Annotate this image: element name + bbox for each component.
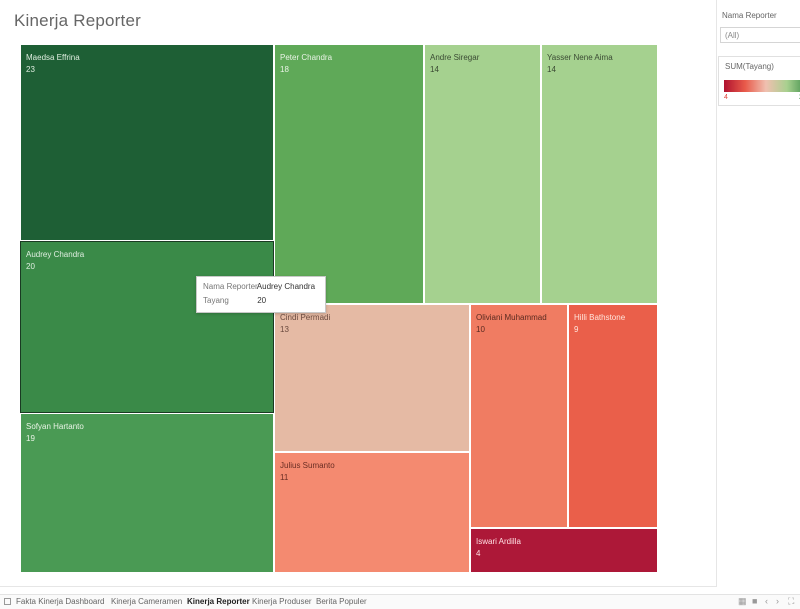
tile-value: 23 xyxy=(26,65,35,74)
tab-fakta-kinerja-dashboard[interactable]: Fakta Kinerja Dashboard xyxy=(16,597,105,606)
fullscreen-icon[interactable]: ⛶ xyxy=(788,596,795,606)
tile-name: Peter Chandra xyxy=(280,53,333,62)
tile-value: 9 xyxy=(574,325,579,334)
tab-kinerja-produser[interactable]: Kinerja Produser xyxy=(252,597,312,606)
tile-iswari-ardilla[interactable]: Iswari Ardilla 4 xyxy=(470,528,658,573)
legend-gradient-bar xyxy=(724,80,800,92)
tile-name: Maedsa Effrina xyxy=(26,53,80,62)
sheet-tab-bar: Fakta Kinerja Dashboard Kinerja Camerame… xyxy=(0,594,800,609)
filter-title: Nama Reporter xyxy=(722,11,777,20)
next-icon[interactable]: › xyxy=(776,596,779,606)
tile-value: 14 xyxy=(547,65,556,74)
tab-kinerja-cameramen[interactable]: Kinerja Cameramen xyxy=(111,597,183,606)
tile-maedsa-effrina[interactable]: Maedsa Effrina 23 xyxy=(20,44,274,241)
tooltip-value-reporter: Audrey Chandra xyxy=(256,282,316,291)
tile-audrey-chandra[interactable]: Audrey Chandra 20 xyxy=(20,241,274,413)
tile-yasser-nene-aima[interactable]: Yasser Nene Aima 14 xyxy=(541,44,658,304)
tile-hilli-bathstone[interactable]: Hilli Bathstone 9 xyxy=(568,304,658,528)
tile-value: 4 xyxy=(476,549,481,558)
tile-name: Hilli Bathstone xyxy=(574,313,626,322)
sheet-list-icon[interactable] xyxy=(4,598,11,605)
tab-berita-populer[interactable]: Berita Populer xyxy=(316,597,367,606)
tile-sofyan-hartanto[interactable]: Sofyan Hartanto 19 xyxy=(20,413,274,573)
tooltip-value-tayang: 20 xyxy=(257,296,267,305)
tile-name: Julius Sumanto xyxy=(280,461,335,470)
treemap: Maedsa Effrina 23 Audrey Chandra 20 Sofy… xyxy=(20,44,658,573)
tooltip: Nama Reporter Audrey Chandra Tayang 20 xyxy=(196,276,326,313)
tile-value: 14 xyxy=(430,65,439,74)
filter-value: (All) xyxy=(725,31,740,40)
prev-icon[interactable]: ‹ xyxy=(765,596,768,606)
tile-name: Oliviani Muhammad xyxy=(476,313,547,322)
tile-name: Andre Siregar xyxy=(430,53,480,62)
tile-value: 18 xyxy=(280,65,289,74)
tile-name: Audrey Chandra xyxy=(26,250,85,259)
tile-cindi-permadi[interactable]: Cindi Permadi 13 xyxy=(274,304,470,452)
tile-julius-sumanto[interactable]: Julius Sumanto 11 xyxy=(274,452,470,573)
tile-name: Yasser Nene Aima xyxy=(547,53,613,62)
filmstrip-icon[interactable]: ■ xyxy=(752,596,758,606)
tile-andre-siregar[interactable]: Andre Siregar 14 xyxy=(424,44,541,304)
color-legend: SUM(Tayang) 4 2 xyxy=(718,56,800,106)
legend-title: SUM(Tayang) xyxy=(725,62,774,71)
grid-view-icon[interactable]: ▦ xyxy=(738,596,747,606)
tab-kinerja-reporter[interactable]: Kinerja Reporter xyxy=(187,597,250,606)
legend-min-label: 4 xyxy=(724,94,728,101)
reporter-filter-dropdown[interactable]: (All) xyxy=(720,27,800,43)
tile-name: Cindi Permadi xyxy=(280,313,331,322)
tile-value: 20 xyxy=(26,262,35,271)
tooltip-key-tayang: Tayang xyxy=(203,296,229,305)
tile-value: 13 xyxy=(280,325,289,334)
tile-name: Iswari Ardilla xyxy=(476,537,521,546)
tile-oliviani-muhammad[interactable]: Oliviani Muhammad 10 xyxy=(470,304,568,528)
tile-peter-chandra[interactable]: Peter Chandra 18 xyxy=(274,44,424,304)
tile-value: 10 xyxy=(476,325,485,334)
tooltip-key-reporter: Nama Reporter xyxy=(203,282,258,291)
tile-value: 11 xyxy=(280,473,289,482)
dashboard-canvas xyxy=(0,0,717,587)
tile-value: 19 xyxy=(26,434,35,443)
tile-name: Sofyan Hartanto xyxy=(26,422,84,431)
page-title: Kinerja Reporter xyxy=(14,11,141,30)
